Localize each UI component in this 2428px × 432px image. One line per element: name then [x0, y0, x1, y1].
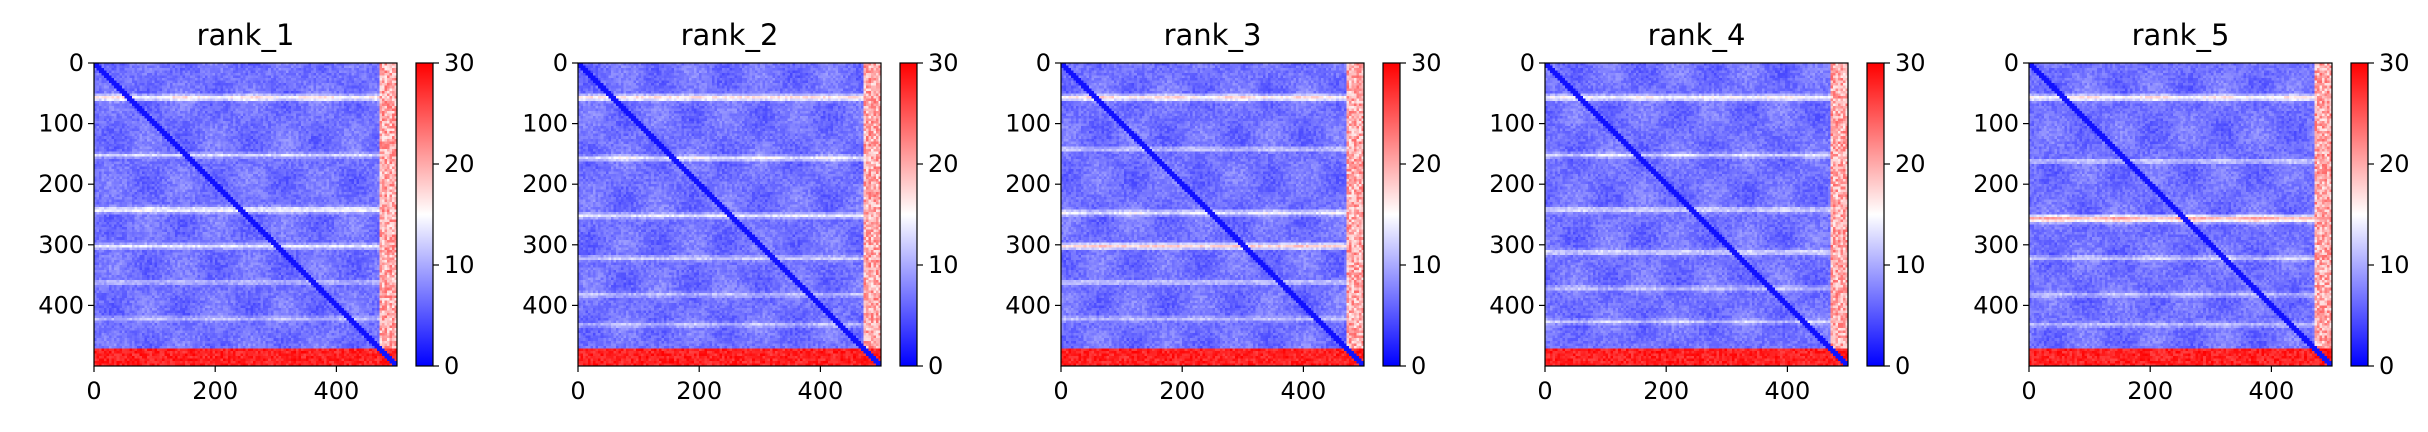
heatmap-image — [2029, 63, 2332, 366]
y-tick-label: 400 — [1005, 291, 1051, 319]
colorbar-tick-label: 20 — [2379, 150, 2410, 178]
colorbar — [1382, 62, 1401, 367]
heatmap-image — [1545, 63, 1848, 366]
chart-title: rank_2 — [681, 18, 779, 52]
heatmap-panel-3: rank_3 0 100 200 300 400 0 200 400 0 10 20 30 — [1005, 18, 1441, 405]
y-tick-label: 100 — [1973, 110, 2019, 138]
x-tick-label: 400 — [313, 377, 359, 405]
y-tick-label: 0 — [1520, 49, 1535, 77]
y-tick-label: 100 — [1005, 110, 1051, 138]
colorbar-tick-label: 30 — [1895, 49, 1926, 77]
colorbar-tick-label: 20 — [444, 150, 475, 178]
colorbar-tick-label: 20 — [1411, 150, 1442, 178]
colorbar — [1866, 62, 1885, 367]
y-tick-label: 200 — [522, 170, 568, 198]
colorbar-tick-label: 30 — [928, 49, 959, 77]
colorbar-tick-label: 0 — [2379, 352, 2394, 380]
x-tick-label: 400 — [1280, 377, 1326, 405]
axes-frame — [93, 62, 398, 367]
axes-frame — [1060, 62, 1365, 367]
colorbar-tick-label: 30 — [2379, 49, 2410, 77]
heatmap-panel-2: rank_2 0 100 200 300 400 0 200 400 0 10 20 30 — [522, 18, 958, 405]
x-tick-label: 200 — [1643, 377, 1689, 405]
colorbar-tick-label: 10 — [1411, 251, 1442, 279]
heatmap-panel-5: rank_5 0 100 200 300 400 0 200 400 0 10 20 30 — [1973, 18, 2409, 405]
colorbar-tick-label: 0 — [1411, 352, 1426, 380]
y-tick-label: 400 — [1489, 291, 1535, 319]
y-tick-label: 100 — [522, 110, 568, 138]
y-tick-label: 100 — [38, 110, 84, 138]
colorbar-tick-label: 30 — [1411, 49, 1442, 77]
colorbar-tick-label: 0 — [928, 352, 943, 380]
axes-frame — [577, 62, 882, 367]
y-tick-label: 300 — [522, 231, 568, 259]
x-tick-label: 400 — [797, 377, 843, 405]
colorbar-tick-label: 10 — [2379, 251, 2410, 279]
chart-title: rank_5 — [2132, 18, 2230, 52]
x-tick-label: 400 — [1764, 377, 1810, 405]
x-tick-label: 400 — [2248, 377, 2294, 405]
chart-title: rank_3 — [1164, 18, 1262, 52]
heatmap-image — [1061, 63, 1364, 366]
y-tick-label: 200 — [1973, 170, 2019, 198]
y-tick-label: 300 — [38, 231, 84, 259]
colorbar-tick-label: 20 — [1895, 150, 1926, 178]
y-tick-label: 200 — [1005, 170, 1051, 198]
x-tick-label: 200 — [2127, 377, 2173, 405]
heatmap-panel-1: rank_1 0 100 200 300 400 0 200 400 0 10 20 30 — [38, 18, 474, 405]
colorbar-tick-label: 0 — [444, 352, 459, 380]
y-tick-label: 0 — [1036, 49, 1051, 77]
y-tick-label: 0 — [69, 49, 84, 77]
x-tick-label: 200 — [1159, 377, 1205, 405]
y-tick-label: 200 — [38, 170, 84, 198]
colorbar — [415, 62, 434, 367]
x-tick-label: 0 — [2021, 377, 2036, 405]
heatmap-panel-4: rank_4 0 100 200 300 400 0 200 400 0 10 20 30 — [1489, 18, 1925, 405]
colorbar-tick-label: 10 — [1895, 251, 1926, 279]
x-tick-label: 0 — [86, 377, 101, 405]
x-tick-label: 0 — [1537, 377, 1552, 405]
y-tick-label: 300 — [1005, 231, 1051, 259]
colorbar-tick-label: 0 — [1895, 352, 1910, 380]
y-tick-label: 0 — [553, 49, 568, 77]
chart-title: rank_4 — [1648, 18, 1746, 52]
x-tick-label: 200 — [676, 377, 722, 405]
y-tick-label: 400 — [1973, 291, 2019, 319]
y-tick-label: 300 — [1489, 231, 1535, 259]
y-tick-label: 400 — [38, 291, 84, 319]
y-tick-label: 300 — [1973, 231, 2019, 259]
colorbar — [2350, 62, 2369, 367]
colorbar-tick-label: 10 — [444, 251, 475, 279]
colorbar-tick-label: 10 — [928, 251, 959, 279]
axes-frame — [2028, 62, 2333, 367]
y-tick-label: 400 — [522, 291, 568, 319]
colorbar-tick-label: 20 — [928, 150, 959, 178]
heatmap-image — [578, 63, 881, 366]
y-tick-label: 0 — [2004, 49, 2019, 77]
heatmap-image — [94, 63, 397, 366]
y-tick-label: 200 — [1489, 170, 1535, 198]
y-tick-label: 100 — [1489, 110, 1535, 138]
chart-title: rank_1 — [197, 18, 295, 52]
colorbar-tick-label: 30 — [444, 49, 475, 77]
x-tick-label: 0 — [570, 377, 585, 405]
x-tick-label: 200 — [192, 377, 238, 405]
colorbar — [899, 62, 918, 367]
x-tick-label: 0 — [1053, 377, 1068, 405]
axes-frame — [1544, 62, 1849, 367]
